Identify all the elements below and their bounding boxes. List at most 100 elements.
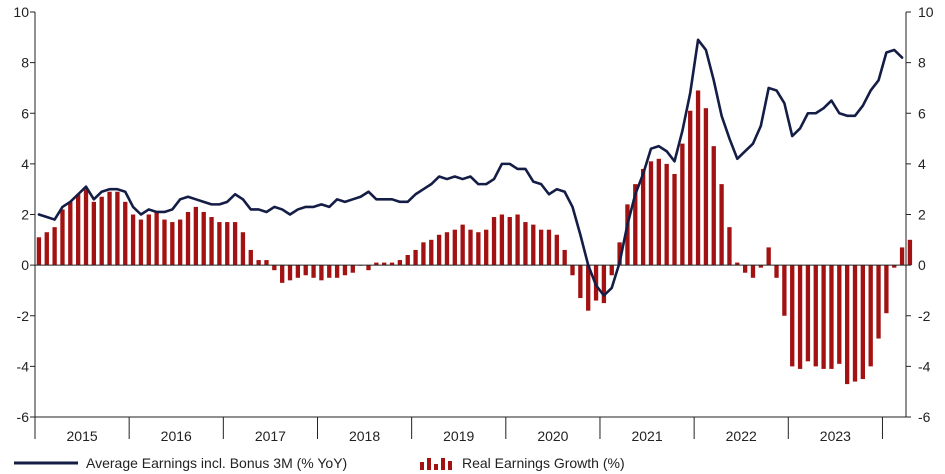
bar-real-earnings [507, 217, 512, 266]
y-tick-label-left: -6 [17, 409, 30, 425]
x-tick-label-year: 2023 [820, 428, 851, 444]
bar-real-earnings [680, 143, 685, 266]
bar-real-earnings [60, 209, 65, 266]
legend-bar-swatch-mark [427, 458, 431, 470]
bar-real-earnings [115, 191, 120, 266]
bar-real-earnings [648, 161, 654, 266]
bar-real-earnings [44, 232, 49, 266]
legend-label-average-earnings: Average Earnings incl. Bonus 3M (% YoY) [86, 455, 347, 471]
bar-real-earnings [586, 265, 591, 311]
bar-real-earnings [821, 265, 826, 369]
bar-real-earnings [280, 265, 285, 283]
bar-real-earnings [36, 237, 42, 266]
bar-real-earnings [805, 265, 811, 362]
bar-real-earnings [405, 255, 410, 266]
bar-real-earnings [750, 265, 756, 278]
bar-real-earnings [813, 265, 818, 367]
legend: Average Earnings incl. Bonus 3M (% YoY) … [14, 455, 625, 471]
bar-real-earnings [695, 90, 701, 266]
bar-real-earnings [640, 168, 646, 266]
bar-real-earnings [766, 247, 771, 266]
legend-bar-swatch-mark [441, 458, 445, 470]
y-tick-label-right: 10 [918, 4, 934, 20]
x-tick-label-year: 2021 [631, 428, 662, 444]
y-tick-label-right: -2 [918, 308, 931, 324]
bar-real-earnings [178, 219, 183, 266]
bar-real-earnings [837, 265, 842, 364]
bar-real-earnings [91, 201, 97, 266]
y-tick-label-right: 2 [918, 207, 926, 223]
bar-real-earnings [170, 222, 175, 266]
y-tick-label-left: 8 [21, 55, 29, 71]
bar-real-earnings [123, 201, 128, 266]
y-tick-label-left: -4 [17, 358, 30, 374]
bar-real-earnings [421, 242, 426, 266]
x-tick-label-year: 2018 [349, 428, 380, 444]
y-tick-label-right: 6 [918, 105, 926, 121]
x-tick-label-year: 2020 [537, 428, 568, 444]
bar-real-earnings [538, 229, 544, 266]
bar-real-earnings [868, 265, 873, 367]
bar-real-earnings [884, 265, 889, 314]
bar-real-earnings [287, 265, 293, 281]
bar-real-earnings [154, 211, 159, 266]
bar-real-earnings [248, 249, 253, 266]
bar-real-earnings [531, 224, 536, 266]
bar-real-earnings [625, 204, 630, 266]
bar-real-earnings [860, 265, 865, 380]
bar-real-earnings [774, 265, 779, 278]
legend-bar-swatch-mark [448, 461, 452, 470]
bar-real-earnings [601, 265, 607, 304]
bar-real-earnings [719, 184, 724, 266]
bar-real-earnings [688, 110, 693, 266]
x-tick-label-year: 2019 [443, 428, 474, 444]
bar-real-earnings [76, 194, 81, 266]
bar-real-earnings [468, 229, 473, 266]
bar-real-earnings [892, 265, 897, 268]
bar-real-earnings [546, 229, 552, 266]
y-tick-label-left: 6 [21, 105, 29, 121]
bar-real-earnings [609, 265, 614, 276]
bar-real-earnings [460, 224, 465, 266]
bar-real-earnings [711, 146, 716, 266]
bar-real-earnings [790, 265, 795, 367]
bar-real-earnings [319, 265, 324, 281]
bar-real-earnings [672, 174, 677, 266]
bar-real-earnings [499, 214, 505, 266]
bar-real-earnings [350, 265, 355, 273]
bar-real-earnings [852, 265, 858, 382]
bar-real-earnings [562, 249, 567, 266]
bar-real-earnings [664, 163, 669, 266]
bar-real-earnings [907, 239, 913, 266]
line-series-average-earnings [37, 38, 904, 297]
bar-real-earnings [68, 201, 73, 266]
x-tick-label-year: 2015 [67, 428, 98, 444]
bar-real-earnings [444, 232, 450, 266]
bar-real-earnings [374, 262, 379, 266]
bar-real-earnings [193, 206, 199, 266]
bar-real-earnings [484, 229, 489, 266]
y-tick-label-right: 4 [918, 156, 926, 172]
bar-real-earnings [523, 222, 528, 266]
bar-real-earnings [130, 214, 136, 266]
bar-real-earnings [256, 260, 261, 266]
line-average-earnings [37, 38, 904, 297]
bar-real-earnings [844, 265, 850, 385]
bar-real-earnings [735, 262, 740, 266]
bar-real-earnings [209, 217, 214, 266]
bar-real-earnings [272, 265, 277, 271]
bar-real-earnings [389, 262, 395, 266]
bar-real-earnings [138, 219, 144, 266]
bar-real-earnings [452, 229, 457, 266]
y-tick-label-left: 4 [21, 156, 29, 172]
y-tick-label-left: -2 [17, 308, 30, 324]
bar-real-earnings [382, 262, 387, 266]
x-tick-label-year: 2016 [161, 428, 192, 444]
legend-bar-swatch [420, 458, 452, 470]
y-tick-label-right: -4 [918, 358, 931, 374]
legend-label-real-earnings: Real Earnings Growth (%) [462, 455, 625, 471]
bar-real-earnings [217, 222, 222, 266]
bar-real-earnings [782, 265, 787, 316]
